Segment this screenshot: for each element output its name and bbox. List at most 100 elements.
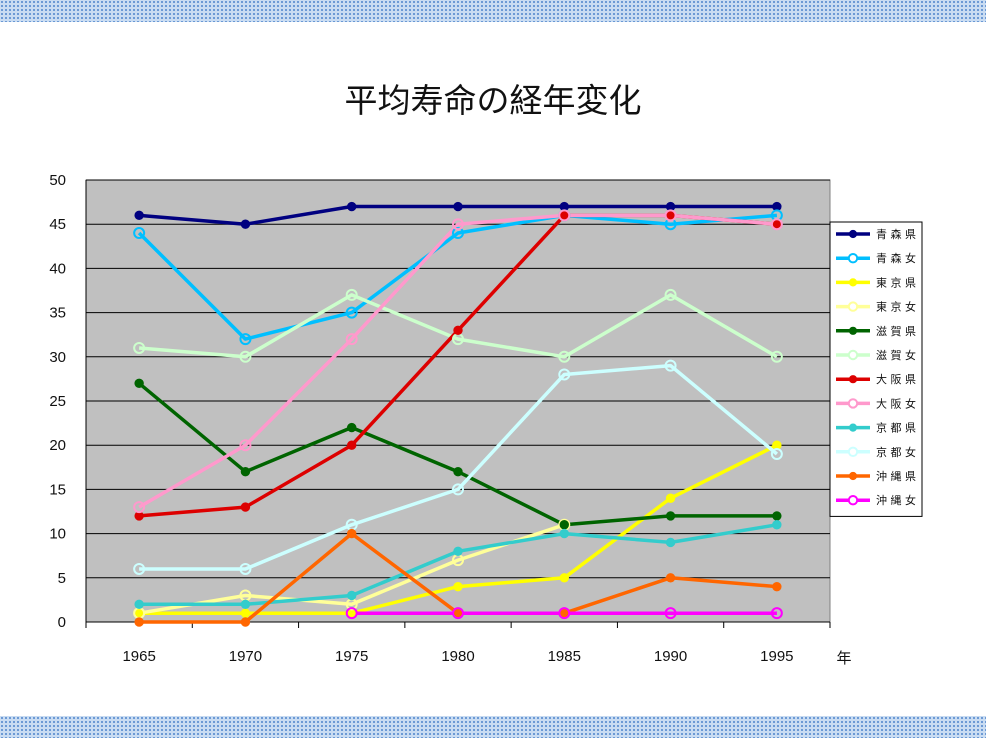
series-point-8 (240, 599, 251, 610)
series-point-9 (239, 562, 252, 575)
series-point-6 (240, 502, 251, 512)
y-tick-label: 35 (49, 305, 66, 322)
series-point-7 (345, 333, 358, 346)
series-point-0 (240, 219, 251, 229)
y-tick-label: 30 (49, 349, 66, 366)
series-point-11 (770, 607, 783, 620)
series-point-4 (453, 467, 463, 477)
x-tick-label: 1970 (229, 648, 262, 665)
series-point-11 (345, 607, 358, 620)
series-point-7 (664, 209, 677, 222)
series-point-2 (559, 573, 569, 583)
series-point-10 (665, 573, 676, 583)
y-tick-label: 45 (49, 216, 66, 233)
series-point-10 (134, 617, 144, 627)
series-line-5 (138, 293, 778, 359)
series-point-0 (134, 210, 144, 221)
legend-swatch-marker (848, 326, 858, 335)
series-point-4 (559, 520, 569, 530)
y-tick-label: 25 (49, 393, 66, 410)
top-dotted-band (0, 0, 986, 22)
x-tick-label: 1985 (548, 648, 581, 665)
legend-swatch-marker (847, 349, 859, 361)
legend-swatch-marker (847, 253, 859, 264)
series-line-3 (138, 523, 565, 615)
y-tick-label: 15 (49, 481, 66, 498)
series-point-9 (452, 483, 464, 496)
x-tick-label: 1975 (335, 648, 368, 665)
x-tick-label: 1990 (654, 648, 687, 665)
legend-entry: 滋 賀 県 (876, 325, 916, 338)
series-point-7 (452, 218, 464, 231)
series-point-6 (453, 325, 463, 335)
legend-swatch-marker (848, 278, 858, 287)
legend-entry: 京 都 女 (876, 445, 916, 459)
series-point-2 (453, 581, 463, 592)
series-point-11 (452, 607, 464, 620)
series-point-4 (134, 378, 144, 389)
legend-swatch-marker (847, 398, 859, 409)
legend-swatch-marker (847, 301, 859, 312)
series-line-1 (137, 213, 778, 341)
legend-swatch-marker (848, 471, 858, 481)
legend-entry: 大 阪 女 (876, 396, 916, 410)
series-point-7 (133, 501, 146, 514)
series-point-0 (453, 201, 463, 212)
series-point-4 (240, 467, 251, 477)
legend-box (829, 221, 923, 517)
legend-entry: 滋 賀 女 (876, 348, 916, 362)
y-tick-label: 0 (58, 614, 66, 631)
series-point-4 (347, 422, 357, 433)
series-point-2 (665, 493, 676, 503)
series-point-8 (665, 537, 676, 548)
series-point-5 (345, 288, 358, 301)
legend-swatch-marker (848, 423, 858, 432)
y-tick-label: 20 (49, 437, 66, 454)
series-point-11 (558, 607, 571, 620)
legend-swatch-marker (848, 375, 858, 384)
legend-entry: 青 森 女 (876, 251, 916, 265)
x-axis-label: 年 (836, 650, 851, 667)
series-point-9 (558, 368, 571, 381)
series-point-0 (347, 201, 357, 212)
legend-entry: 沖 縄 県 (876, 469, 916, 483)
legend-swatch-marker (847, 446, 859, 457)
legend-swatch-marker (848, 229, 858, 239)
x-tick-label: 1965 (122, 648, 155, 665)
series-line-9 (139, 363, 779, 571)
x-tick-label: 1980 (441, 648, 474, 665)
series-point-10 (772, 581, 782, 592)
bottom-dotted-band (0, 716, 986, 738)
legend-entry: 沖 縄 女 (876, 493, 916, 507)
series-point-1 (452, 227, 464, 240)
series-point-11 (664, 607, 677, 620)
series-point-8 (559, 528, 569, 539)
legend-entry: 青 森 県 (876, 227, 916, 241)
legend-swatch-marker (847, 495, 859, 506)
series-point-9 (664, 359, 677, 372)
series-point-5 (133, 341, 146, 354)
series-point-7 (770, 218, 783, 231)
series-point-2 (240, 608, 251, 618)
y-tick-label: 40 (49, 260, 66, 277)
series-point-5 (239, 350, 252, 363)
series-point-1 (239, 333, 252, 346)
series-point-5 (770, 350, 783, 363)
series-point-8 (772, 520, 782, 530)
series-point-5 (664, 288, 677, 301)
y-tick-label: 50 (49, 172, 66, 189)
series-point-7 (558, 209, 571, 222)
series-point-10 (347, 528, 357, 539)
series-point-1 (133, 227, 146, 240)
series-point-7 (239, 439, 252, 452)
series-point-6 (347, 440, 357, 450)
series-point-8 (453, 546, 463, 556)
legend-entry: 大 阪 県 (876, 372, 916, 386)
series-point-5 (558, 350, 571, 363)
series-point-1 (345, 306, 358, 319)
series-point-4 (772, 511, 782, 521)
x-tick-label: 1995 (760, 648, 793, 665)
legend-entry: 東 京 県 (876, 275, 916, 289)
series-point-9 (133, 562, 146, 575)
